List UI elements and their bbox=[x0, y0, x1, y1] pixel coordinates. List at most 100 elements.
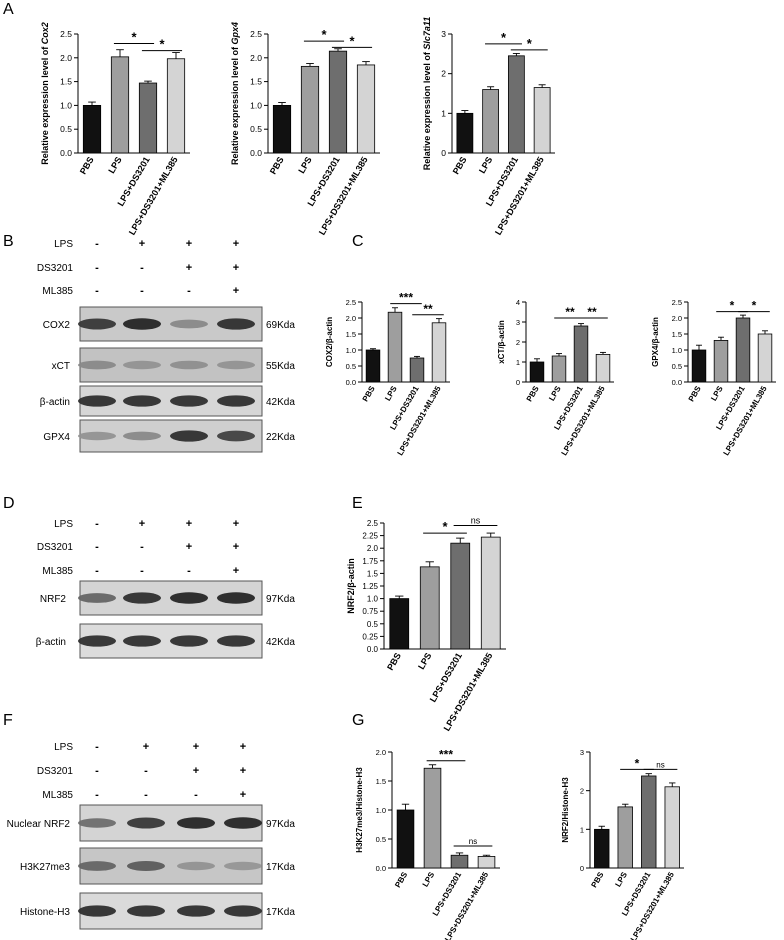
bar-pbs bbox=[691, 349, 707, 383]
y-tick-label: 0.5 bbox=[672, 362, 682, 371]
band-name: GPX4 bbox=[43, 432, 70, 443]
chart-h3k27_h3: 0.0 0.5 1.0 1.5 2.0 H3K27me3/Histone-H3 PBS LPS… bbox=[355, 748, 500, 940]
significance-label: ns bbox=[469, 837, 477, 846]
band-size: 97Kda bbox=[266, 594, 295, 605]
blot-band bbox=[127, 817, 165, 829]
blot-band bbox=[177, 905, 215, 917]
y-tick-label: 0.0 bbox=[346, 378, 356, 387]
western-blot-f: LPS - + + + DS3201 - - + + ML385 - - - + Nuclear NRF2 97… bbox=[7, 741, 295, 930]
condition-mark: + bbox=[186, 262, 192, 274]
y-tick-label: 1.5 bbox=[367, 569, 379, 578]
y-tick-label: 1.5 bbox=[376, 777, 386, 786]
condition-mark: - bbox=[95, 765, 99, 777]
y-tick-label: 4 bbox=[516, 298, 520, 307]
panel-label-b: B bbox=[3, 233, 14, 250]
blot-band bbox=[170, 430, 208, 442]
significance-label: *** bbox=[399, 291, 413, 305]
condition-mark: + bbox=[186, 541, 192, 553]
x-tick-label: LPS bbox=[709, 384, 725, 403]
chart-nrf2_actin: 0.0 0.25 0.5 0.75 1.0 1.25 1.5 1.75 2.0 2.25 2.5 NR… bbox=[346, 516, 506, 733]
bar-lps-ds3201-ml385 bbox=[664, 786, 680, 869]
condition-mark: + bbox=[193, 741, 199, 753]
x-tick-label: LPS bbox=[477, 155, 494, 175]
bar-lps-ds3201-ml385 bbox=[356, 64, 376, 154]
bar-lps-ds3201-ml385 bbox=[595, 353, 611, 383]
blot-band bbox=[217, 395, 255, 407]
bar-lps-ds3201-ml385 bbox=[533, 87, 551, 154]
panel-label-d: D bbox=[3, 495, 15, 512]
y-tick-label: 1.25 bbox=[362, 582, 378, 591]
condition-mark: + bbox=[193, 765, 199, 777]
blot-band bbox=[78, 431, 116, 441]
x-tick-label: PBS bbox=[393, 870, 409, 889]
bar-pbs bbox=[272, 105, 292, 154]
band-size: 69Kda bbox=[266, 320, 295, 331]
y-axis-label-text: GPX4/β-actin bbox=[651, 317, 660, 367]
blot-band bbox=[78, 395, 116, 407]
blot-band bbox=[217, 360, 255, 370]
y-axis-label-text: Relative expression level of bbox=[230, 44, 240, 165]
significance-label: * bbox=[527, 36, 533, 51]
panel-label-c: C bbox=[352, 233, 364, 250]
condition-mark: - bbox=[187, 285, 191, 297]
blot-band bbox=[127, 905, 165, 917]
band-name: NRF2 bbox=[40, 594, 67, 605]
band-size: 17Kda bbox=[266, 907, 295, 918]
blot-band bbox=[170, 360, 208, 370]
y-axis-label: Relative expression level of Slc7a11 bbox=[422, 17, 432, 170]
blot-band bbox=[123, 360, 161, 370]
western-blot-d: LPS - + + + DS3201 - - + + ML385 - - - + NRF2 97Kda β-act… bbox=[36, 518, 295, 659]
y-tick-label: 2.0 bbox=[60, 53, 72, 63]
band-name: xCT bbox=[52, 361, 70, 372]
y-tick-label: 1.5 bbox=[60, 77, 72, 87]
condition-mark: + bbox=[233, 518, 239, 530]
significance-label: * bbox=[730, 299, 735, 313]
condition-mark: - bbox=[140, 285, 144, 297]
blot-band bbox=[78, 818, 116, 828]
blot-band bbox=[224, 861, 262, 871]
y-tick-label: 0.5 bbox=[60, 124, 72, 134]
chart-slc7a11: 0 1 2 3 Relative expression level of Slc7a11… bbox=[422, 17, 555, 237]
condition-mark: - bbox=[95, 789, 99, 801]
blot-band bbox=[123, 318, 161, 330]
condition-mark: + bbox=[233, 565, 239, 577]
band-name: β-actin bbox=[40, 397, 70, 408]
bar-pbs bbox=[529, 361, 545, 383]
band-name: COX2 bbox=[43, 320, 71, 331]
y-tick-label: 2.0 bbox=[346, 314, 356, 323]
y-axis-label-text: NRF2/β-actin bbox=[346, 558, 356, 614]
x-tick-label: PBS bbox=[268, 155, 286, 176]
bar-lps bbox=[419, 566, 440, 650]
blot-band bbox=[217, 635, 255, 647]
bar-lps bbox=[300, 65, 320, 154]
condition-label: LPS bbox=[54, 742, 73, 753]
bar-pbs bbox=[365, 349, 381, 383]
y-tick-label: 0.5 bbox=[367, 620, 379, 629]
bar-lps bbox=[617, 806, 633, 869]
bar-pbs bbox=[456, 112, 474, 154]
panel-label-e: E bbox=[352, 495, 363, 512]
bar-lps-ds3201-ml385 bbox=[431, 322, 447, 383]
y-tick-label: 0.5 bbox=[376, 835, 386, 844]
significance-label: ns bbox=[656, 760, 664, 769]
condition-mark: - bbox=[95, 518, 99, 530]
y-tick-label: 0.0 bbox=[376, 864, 386, 873]
band-name: H3K27me3 bbox=[20, 862, 70, 873]
y-tick-label: 1.5 bbox=[250, 77, 262, 87]
y-tick-label: 1 bbox=[441, 108, 446, 118]
significance-label: * bbox=[321, 27, 327, 42]
blot-band bbox=[78, 635, 116, 647]
blot-band bbox=[78, 360, 116, 370]
x-tick-label: PBS bbox=[525, 384, 541, 403]
bar-lps bbox=[423, 767, 442, 869]
condition-mark: + bbox=[233, 262, 239, 274]
blot-band bbox=[78, 905, 116, 917]
y-tick-label: 0.0 bbox=[250, 148, 262, 158]
condition-mark: + bbox=[240, 789, 246, 801]
y-tick-label: 2.0 bbox=[250, 53, 262, 63]
y-tick-label: 2.5 bbox=[367, 519, 379, 528]
condition-mark: + bbox=[186, 238, 192, 250]
